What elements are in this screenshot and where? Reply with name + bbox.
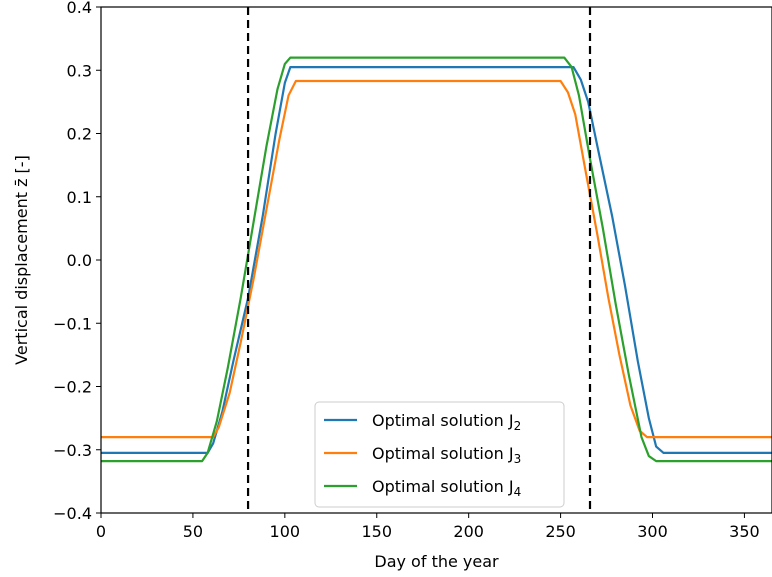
- legend-label-subscript: 2: [514, 419, 522, 433]
- y-tick-label: −0.2: [53, 378, 92, 397]
- x-tick-label: 200: [453, 522, 484, 541]
- x-tick-label: 300: [637, 522, 668, 541]
- legend-label-text: Optimal solution J: [372, 444, 514, 463]
- legend-label-text: Optimal solution J: [372, 411, 514, 430]
- series-line-2: [101, 79, 772, 439]
- legend-label-1: Optimal solution J2: [372, 411, 521, 433]
- axis-ticks: 0 50 100 150 200 250 300 350 −0.4 −0.3 −0.2 −0.1 0.0…: [53, 0, 760, 541]
- series-line-1: [101, 65, 772, 455]
- y-tick-label: 0.3: [67, 61, 92, 80]
- y-tick-label: 0.4: [67, 0, 92, 17]
- legend-label-2: Optimal solution J3: [372, 444, 521, 466]
- y-tick-label: 0.0: [67, 251, 92, 270]
- x-tick-label: 0: [96, 522, 106, 541]
- y-tick-label: −0.1: [53, 314, 92, 333]
- series-line-3: [101, 56, 772, 463]
- x-tick-label: 250: [545, 522, 576, 541]
- reference-lines: [246, 7, 592, 513]
- legend-label-subscript: 3: [514, 452, 522, 466]
- y-tick-label: −0.4: [53, 504, 92, 523]
- y-axis-label: Vertical displacement z̄ [-]: [12, 155, 31, 365]
- x-axis-label: Day of the year: [374, 552, 499, 571]
- x-tick-label: 50: [183, 522, 203, 541]
- legend-label-subscript: 4: [514, 485, 522, 499]
- legend-label-text: Optimal solution J: [372, 477, 514, 496]
- legend-box: [314, 401, 565, 508]
- x-tick-label: 350: [729, 522, 760, 541]
- x-tick-label: 150: [361, 522, 392, 541]
- x-tick-label: 100: [270, 522, 301, 541]
- y-tick-label: 0.2: [67, 125, 92, 144]
- y-tick-label: −0.3: [53, 441, 92, 460]
- legend-label-3: Optimal solution J4: [372, 477, 521, 499]
- series-lines: [101, 56, 772, 463]
- y-tick-label: 0.1: [67, 188, 92, 207]
